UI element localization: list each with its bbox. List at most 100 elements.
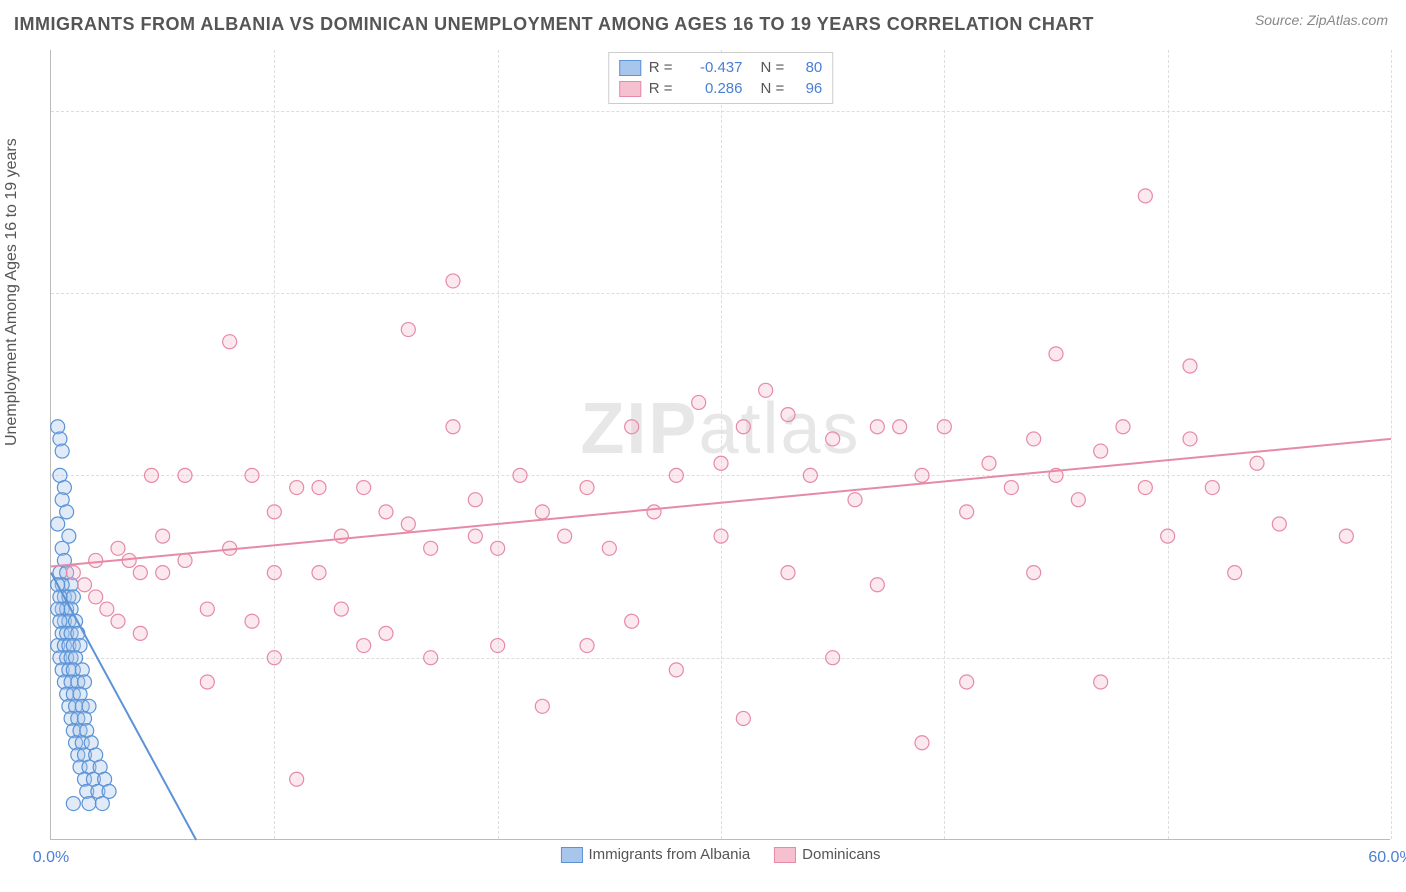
scatter-point bbox=[848, 493, 862, 507]
scatter-point bbox=[245, 468, 259, 482]
scatter-point bbox=[312, 566, 326, 580]
scatter-point bbox=[111, 541, 125, 555]
scatter-point bbox=[893, 420, 907, 434]
scatter-point bbox=[826, 432, 840, 446]
scatter-point bbox=[424, 651, 438, 665]
legend-series-label: Dominicans bbox=[802, 846, 880, 863]
scatter-point bbox=[267, 651, 281, 665]
scatter-point bbox=[446, 420, 460, 434]
scatter-point bbox=[759, 383, 773, 397]
scatter-point bbox=[736, 711, 750, 725]
scatter-point bbox=[580, 481, 594, 495]
scatter-point bbox=[870, 578, 884, 592]
scatter-point bbox=[156, 566, 170, 580]
scatter-point bbox=[1027, 566, 1041, 580]
scatter-point bbox=[82, 797, 96, 811]
legend-r-value: -0.437 bbox=[681, 59, 743, 76]
scatter-point bbox=[714, 529, 728, 543]
scatter-point bbox=[803, 468, 817, 482]
scatter-point bbox=[647, 505, 661, 519]
legend-n-label: N = bbox=[761, 59, 785, 76]
scatter-point bbox=[60, 505, 74, 519]
scatter-point bbox=[89, 553, 103, 567]
ytick-label: 45.0% bbox=[1400, 284, 1406, 302]
legend-bottom: Immigrants from Albania Dominicans bbox=[560, 846, 880, 863]
scatter-point bbox=[133, 566, 147, 580]
scatter-point bbox=[602, 541, 616, 555]
chart-title: IMMIGRANTS FROM ALBANIA VS DOMINICAN UNE… bbox=[14, 14, 1094, 35]
scatter-point bbox=[535, 699, 549, 713]
legend-swatch bbox=[619, 81, 641, 97]
scatter-point bbox=[267, 566, 281, 580]
scatter-point bbox=[379, 505, 393, 519]
ytick-label: 15.0% bbox=[1400, 649, 1406, 667]
scatter-point bbox=[491, 541, 505, 555]
legend-n-value: 96 bbox=[792, 80, 822, 97]
scatter-point bbox=[78, 578, 92, 592]
scatter-point bbox=[1138, 481, 1152, 495]
scatter-point bbox=[1116, 420, 1130, 434]
scatter-point bbox=[200, 675, 214, 689]
y-axis-title: Unemployment Among Ages 16 to 19 years bbox=[3, 138, 21, 446]
scatter-point bbox=[111, 614, 125, 628]
scatter-point bbox=[535, 505, 549, 519]
scatter-point bbox=[95, 797, 109, 811]
scatter-point bbox=[145, 468, 159, 482]
scatter-point bbox=[312, 481, 326, 495]
scatter-point bbox=[692, 395, 706, 409]
scatter-point bbox=[51, 517, 65, 531]
scatter-point bbox=[960, 675, 974, 689]
scatter-point bbox=[1094, 444, 1108, 458]
scatter-point bbox=[379, 626, 393, 640]
scatter-point bbox=[669, 663, 683, 677]
scatter-point bbox=[558, 529, 572, 543]
chart-source: Source: ZipAtlas.com bbox=[1255, 12, 1388, 28]
scatter-point bbox=[66, 566, 80, 580]
scatter-point bbox=[1094, 675, 1108, 689]
scatter-point bbox=[334, 602, 348, 616]
scatter-point bbox=[781, 408, 795, 422]
xtick-label: 0.0% bbox=[33, 849, 69, 867]
scatter-point bbox=[245, 614, 259, 628]
scatter-point bbox=[1049, 347, 1063, 361]
scatter-point bbox=[915, 468, 929, 482]
scatter-point bbox=[133, 626, 147, 640]
scatter-point bbox=[468, 529, 482, 543]
legend-swatch bbox=[774, 847, 796, 863]
legend-top: R =-0.437N =80R =0.286N =96 bbox=[608, 52, 834, 104]
scatter-point bbox=[1138, 189, 1152, 203]
xtick-label: 60.0% bbox=[1368, 849, 1406, 867]
scatter-point bbox=[89, 590, 103, 604]
scatter-point bbox=[55, 444, 69, 458]
chart-container: IMMIGRANTS FROM ALBANIA VS DOMINICAN UNE… bbox=[0, 0, 1406, 892]
scatter-point bbox=[960, 505, 974, 519]
legend-n-label: N = bbox=[761, 80, 785, 97]
scatter-point bbox=[1183, 359, 1197, 373]
plot-area: ZIPatlas 15.0%30.0%45.0%60.0%0.0%60.0% R… bbox=[50, 50, 1390, 840]
scatter-point bbox=[982, 456, 996, 470]
scatter-point bbox=[915, 736, 929, 750]
scatter-point bbox=[178, 553, 192, 567]
scatter-point bbox=[1027, 432, 1041, 446]
legend-series-label: Immigrants from Albania bbox=[588, 846, 750, 863]
scatter-point bbox=[468, 493, 482, 507]
legend-swatch bbox=[619, 60, 641, 76]
scatter-point bbox=[1339, 529, 1353, 543]
scatter-point bbox=[424, 541, 438, 555]
ytick-label: 60.0% bbox=[1400, 102, 1406, 120]
scatter-point bbox=[491, 639, 505, 653]
scatter-point bbox=[625, 420, 639, 434]
scatter-point bbox=[826, 651, 840, 665]
scatter-point bbox=[267, 505, 281, 519]
legend-r-value: 0.286 bbox=[681, 80, 743, 97]
grid-v bbox=[1391, 50, 1392, 839]
scatter-point bbox=[1272, 517, 1286, 531]
scatter-point bbox=[625, 614, 639, 628]
scatter-point bbox=[513, 468, 527, 482]
legend-r-label: R = bbox=[649, 80, 673, 97]
scatter-point bbox=[1161, 529, 1175, 543]
scatter-point bbox=[156, 529, 170, 543]
scatter-point bbox=[223, 335, 237, 349]
scatter-point bbox=[357, 639, 371, 653]
scatter-point bbox=[580, 639, 594, 653]
